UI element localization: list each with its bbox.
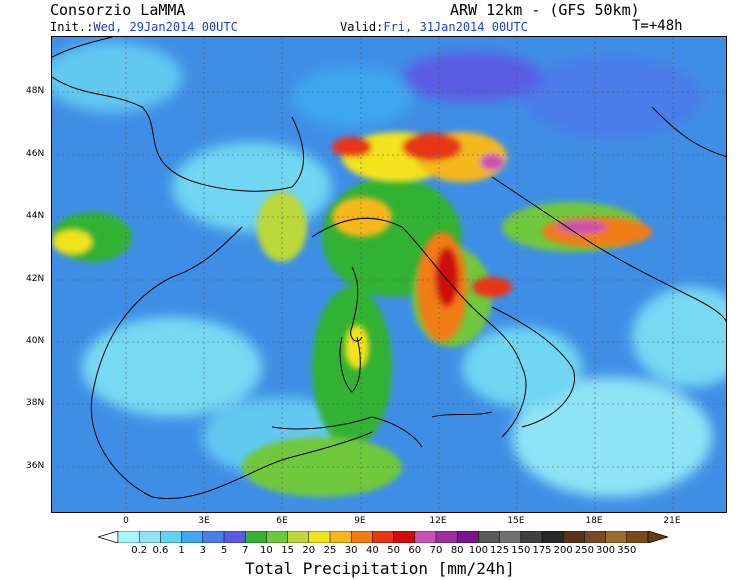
colorbar-swatch	[626, 531, 649, 543]
colorbar-title: Total Precipitation [mm/24h]	[245, 559, 515, 578]
colorbar-level-label: 350	[617, 545, 637, 556]
lat-label: 38N	[26, 398, 45, 408]
organization-title: Consorzio LaMMA	[50, 1, 186, 19]
colorbar-swatch	[138, 531, 161, 543]
init-time: Init.:Wed, 29Jan2014 00UTC	[50, 20, 238, 34]
colorbar-swatch	[244, 531, 267, 543]
colorbar-level-label: 5	[220, 545, 228, 556]
lon-label: 3E	[198, 516, 210, 526]
valid-label: Valid:	[340, 20, 384, 34]
lon-label: 6E	[276, 516, 288, 526]
colorbar-swatch	[605, 531, 628, 543]
colorbar-level-label: 0.2	[131, 545, 148, 556]
coastlines	[52, 37, 726, 499]
colorbar-swatch	[117, 531, 140, 543]
colorbar-level-label: 0.6	[152, 545, 169, 556]
colorbar-swatch	[350, 531, 373, 543]
colorbar-swatch	[435, 531, 458, 543]
colorbar-level-label: 10	[260, 545, 273, 556]
colorbar-swatch	[160, 531, 183, 543]
model-title: ARW 12km - (GFS 50km)	[450, 1, 640, 19]
colorbar-swatch	[478, 531, 501, 543]
colorbar-level-label: 20	[302, 545, 316, 556]
colorbar-level-label: 125	[490, 545, 510, 556]
lat-label: 36N	[26, 461, 45, 471]
colorbar-level-label: 25	[323, 545, 337, 556]
colorbar-level-label: 60	[408, 545, 422, 556]
map-canvas	[52, 37, 726, 512]
colorbar-swatch	[499, 531, 522, 543]
lat-label: 46N	[26, 149, 45, 159]
valid-value: Fri, 31Jan2014 00UTC	[383, 20, 528, 34]
lon-label: 18E	[585, 516, 603, 526]
init-value: Wed, 29Jan2014 00UTC	[93, 20, 238, 34]
colorbar-swatch	[414, 531, 437, 543]
colorbar-swatch	[329, 531, 352, 543]
colorbar-level-label: 250	[574, 545, 594, 556]
colorbar-level-label: 50	[387, 545, 400, 556]
colorbar-level-label: 100	[468, 545, 488, 556]
colorbar-level-label: 175	[532, 545, 552, 556]
colorbar-level-label: 15	[281, 545, 294, 556]
colorbar-swatch	[372, 531, 395, 543]
colorbar-swatch	[393, 531, 416, 543]
colorbar-level-label: 3	[199, 545, 206, 556]
init-label: Init.:	[50, 20, 94, 34]
valid-time: Valid:Fri, 31Jan2014 00UTC	[340, 20, 528, 34]
precipitation-map	[51, 36, 727, 513]
lon-label: 15E	[507, 516, 525, 526]
colorbar-swatch	[202, 531, 225, 543]
lon-label: 0	[123, 516, 129, 526]
colorbar-level-label: 150	[511, 545, 531, 556]
colorbar-level-label: 70	[429, 545, 443, 556]
lat-label: 44N	[26, 211, 45, 221]
lat-label: 40N	[26, 336, 45, 346]
lead-time: T=+48h	[632, 18, 683, 34]
lat-label: 42N	[26, 274, 45, 284]
lon-label: 12E	[429, 516, 447, 526]
colorbar-swatch	[181, 531, 204, 543]
lon-label: 9E	[354, 516, 366, 526]
lon-label: 21E	[663, 516, 681, 526]
colorbar-level-label: 80	[450, 545, 464, 556]
colorbar-swatch	[223, 531, 246, 543]
colorbar-over-arrow	[647, 531, 668, 543]
colorbar-swatch	[266, 531, 289, 543]
precipitation-colorbar	[98, 531, 668, 543]
colorbar-level-label: 30	[344, 545, 358, 556]
precip-heavy-areas	[332, 132, 652, 369]
colorbar-level-label: 7	[242, 545, 249, 556]
colorbar-level-label: 1	[178, 545, 185, 556]
colorbar-swatch	[456, 531, 479, 543]
colorbar-swatch	[308, 531, 331, 543]
colorbar-under-arrow	[98, 531, 119, 543]
colorbar-swatch	[520, 531, 543, 543]
lat-label: 48N	[26, 86, 45, 96]
colorbar-level-label: 300	[596, 545, 616, 556]
colorbar-level-label: 40	[366, 545, 379, 556]
colorbar-swatch	[584, 531, 607, 543]
colorbar-swatch	[541, 531, 564, 543]
colorbar-level-label: 200	[553, 545, 573, 556]
colorbar-swatch	[287, 531, 310, 543]
colorbar-swatch	[562, 531, 585, 543]
